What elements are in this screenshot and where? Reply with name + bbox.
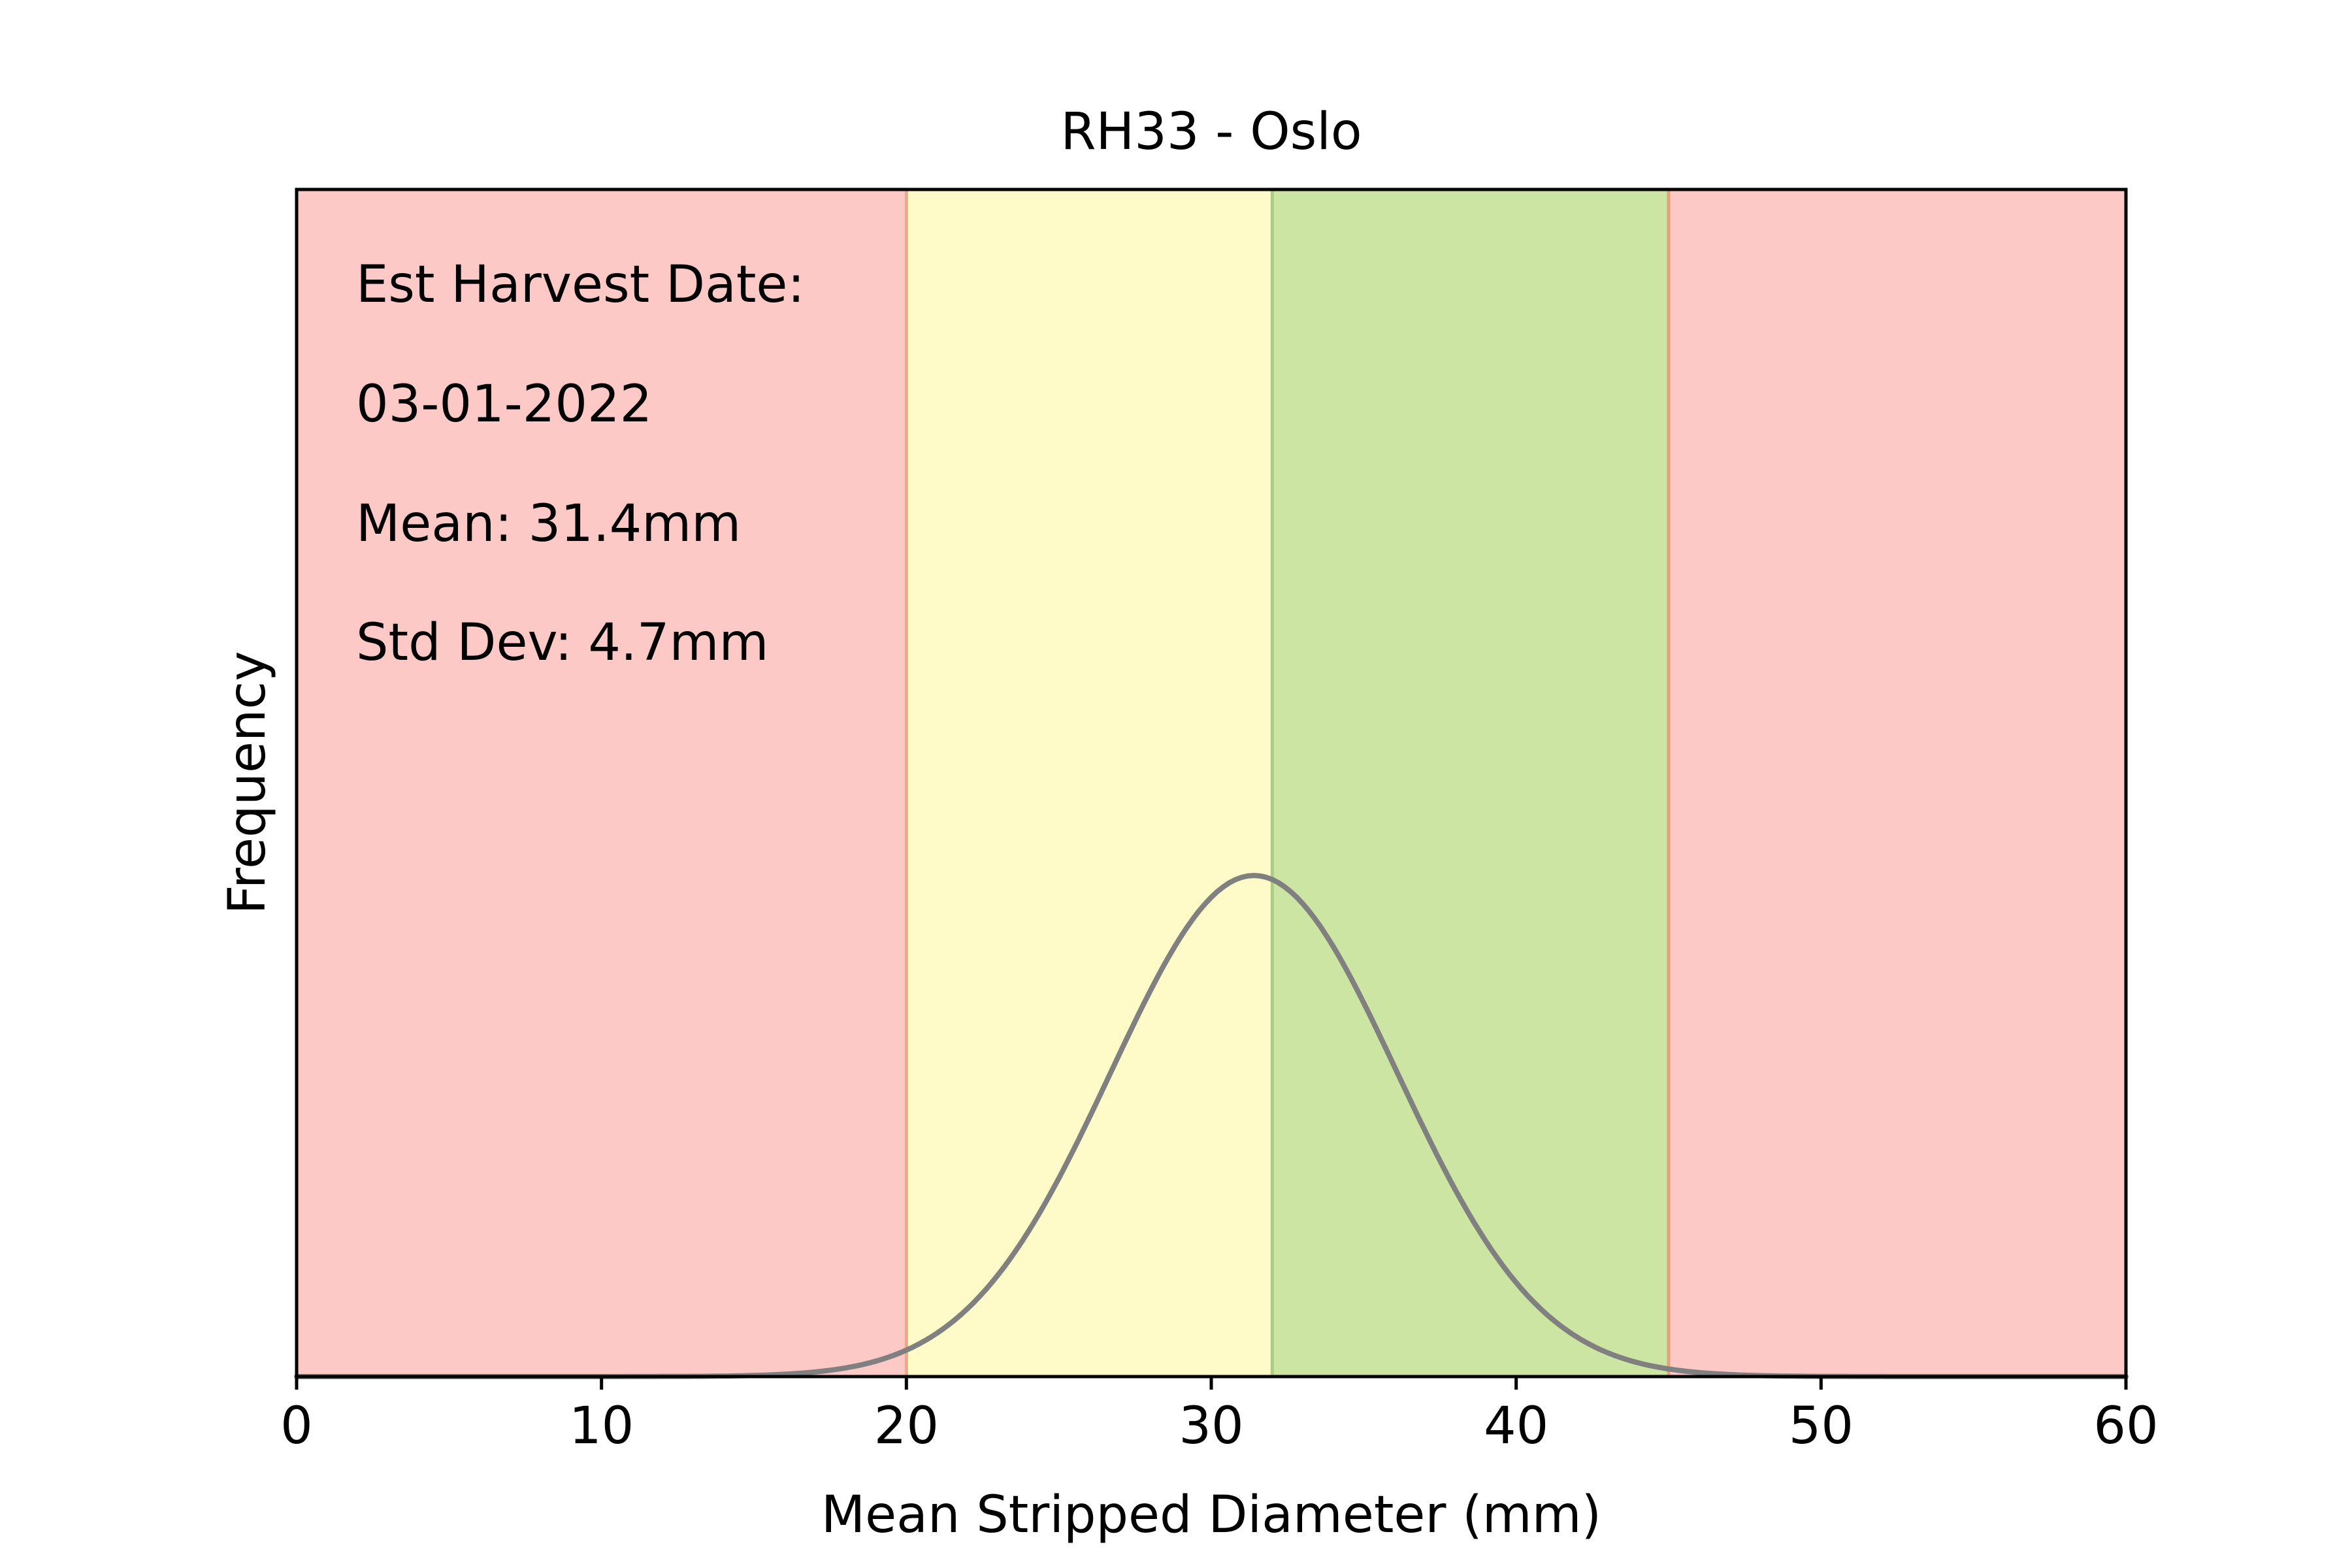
x-tick-label: 40 — [1484, 1397, 1548, 1456]
band-2 — [1272, 189, 1669, 1377]
x-tick-label: 50 — [1789, 1397, 1854, 1456]
x-tick-label: 60 — [2093, 1397, 2158, 1456]
band-3 — [1669, 189, 2126, 1377]
y-axis-label: Frequency — [218, 651, 277, 915]
x-axis-label: Mean Stripped Diameter (mm) — [821, 1486, 1601, 1544]
x-tick-label: 30 — [1179, 1397, 1243, 1456]
band-0 — [297, 189, 907, 1377]
x-tick-label: 10 — [569, 1397, 634, 1456]
annotation-harvest-date: 03-01-2022 — [356, 375, 652, 434]
x-axis-ticks: 0 10 20 30 40 50 60 — [280, 1377, 2159, 1456]
annotation-std-dev: Std Dev: 4.7mm — [356, 613, 768, 672]
annotation-harvest-label: Est Harvest Date: — [356, 255, 805, 314]
band-1 — [906, 189, 1273, 1377]
x-tick-label: 20 — [874, 1397, 939, 1456]
annotation-mean: Mean: 31.4mm — [356, 495, 741, 553]
harvest-bands — [297, 189, 2126, 1377]
chart-title: RH33 - Oslo — [1060, 103, 1362, 161]
band-edge-lines — [904, 189, 1671, 1377]
x-tick-label: 0 — [280, 1397, 313, 1456]
